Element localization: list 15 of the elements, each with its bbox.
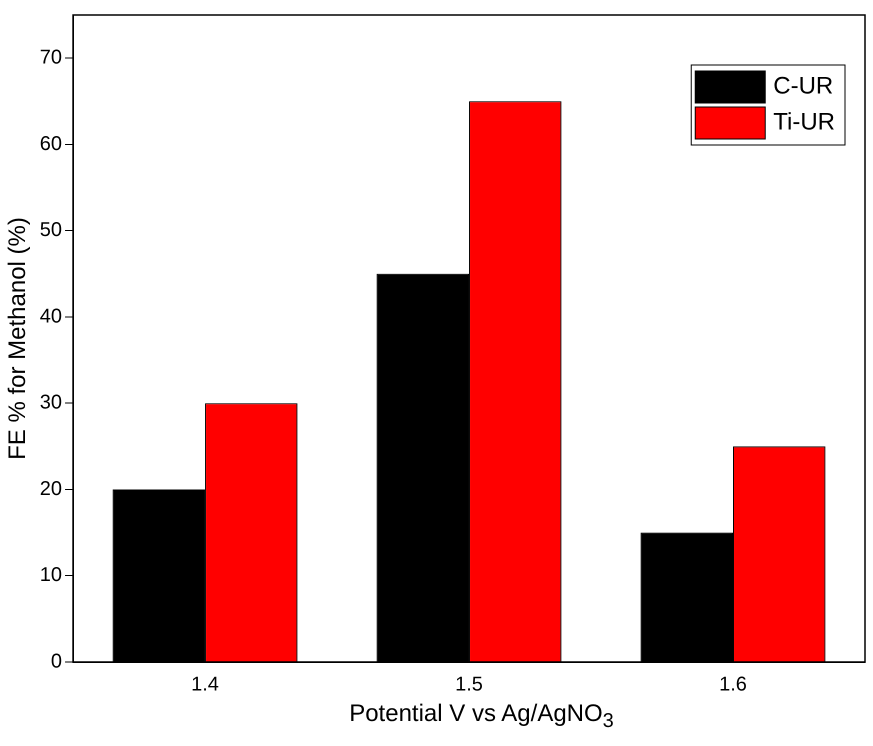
y-tick-label: 70: [40, 46, 62, 69]
y-tick-label: 60: [40, 132, 62, 155]
y-tick-label: 10: [40, 564, 62, 586]
y-tick-label: 0: [50, 650, 62, 673]
x-axis-title: Potential V vs Ag/AgNO$_{3}$: [348, 700, 615, 733]
legend-label: C-UR: [773, 72, 834, 100]
y-tick-label: 20: [40, 478, 62, 500]
y-tick-label: 30: [40, 392, 62, 414]
legend-label: Ti-UR: [773, 108, 836, 136]
y-axis-title: FE % for Methanol (%): [4, 217, 32, 460]
x-tick-label: 1.5: [455, 674, 483, 696]
x-tick-label: 1.4: [191, 674, 219, 696]
y-tick-label: 40: [40, 305, 62, 328]
y-tick-label: 50: [40, 219, 62, 242]
x-tick-label: 1.6: [719, 674, 747, 696]
